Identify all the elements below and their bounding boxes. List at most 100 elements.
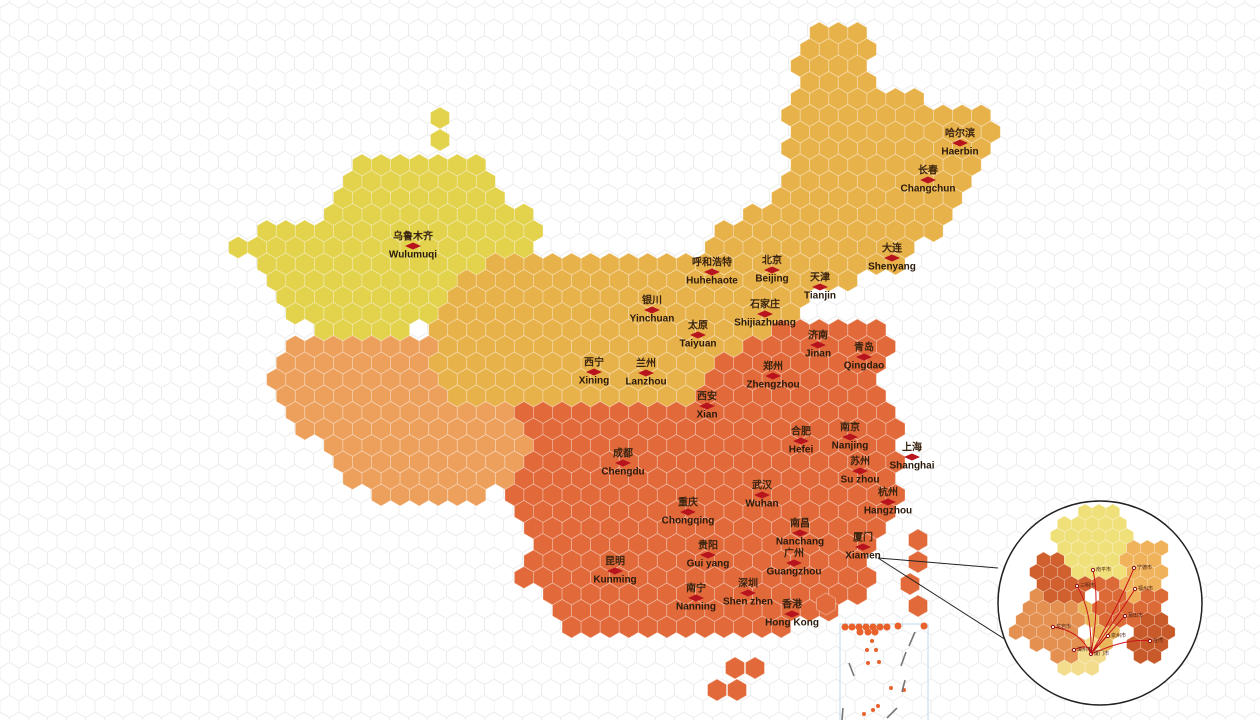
city-marker-changchun[interactable]: 长春 Changchun	[901, 166, 956, 195]
city-marker-taiyuan[interactable]: 太原 Taiyuan	[679, 321, 716, 350]
city-name-en: Su zhou	[840, 474, 880, 486]
inset-city-label: 福州市	[1138, 586, 1154, 592]
city-marker-hangzhou[interactable]: 杭州 Hangzhou	[864, 488, 912, 517]
city-name-en: Jinan	[804, 348, 832, 360]
city-marker-chongqing[interactable]: 重庆 Chongqing	[662, 498, 715, 527]
diamond-marker-icon	[810, 341, 826, 349]
city-marker-nanchang[interactable]: 南昌 Nanchang	[776, 519, 824, 548]
city-marker-chengdu[interactable]: 成都 Chengdu	[601, 449, 644, 478]
small-chart-dot	[871, 628, 879, 636]
city-name-zh: 苏州	[849, 456, 870, 468]
hex-south	[771, 615, 792, 639]
diamond-marker-icon	[851, 467, 868, 475]
city-marker-guangzhou[interactable]: 广州 Guangzhou	[767, 549, 822, 578]
inset-hex	[1084, 659, 1100, 677]
city-name-zh: 银川	[641, 295, 662, 307]
city-name-en: Chengdu	[601, 466, 645, 478]
diamond-marker-icon	[606, 567, 623, 575]
inset-city-label: 台湾	[1153, 638, 1164, 644]
inset-route-line	[1090, 569, 1097, 655]
inset-route-line	[1076, 585, 1092, 655]
city-name-zh: 兰州	[635, 358, 656, 370]
inset-city-label: 莆田市	[1128, 613, 1144, 619]
diamond-marker-icon	[841, 433, 858, 441]
inset-city-dot	[1132, 586, 1138, 592]
small-chart-dot	[870, 639, 874, 643]
diamond-marker-icon	[951, 139, 968, 147]
city-marker-nanning[interactable]: 南宁 Nanning	[676, 584, 716, 613]
small-chart-dash	[908, 631, 916, 647]
city-marker-shenyang[interactable]: 大连 Shenyang	[868, 244, 916, 273]
inset-city-label: 南平市	[1096, 567, 1112, 573]
city-marker-shijiazhuang[interactable]: 石家庄 Shijiazhuang	[734, 300, 796, 329]
city-marker-jinan[interactable]: 济南 Jinan	[805, 331, 831, 360]
city-marker-yinchuan[interactable]: 银川 Yinchuan	[630, 296, 675, 325]
city-marker-shanghai[interactable]: 上海 Shanghai	[889, 443, 934, 472]
city-name-zh: 长春	[918, 165, 938, 177]
city-marker-xian[interactable]: 西安 Xian	[696, 392, 717, 421]
diamond-marker-icon	[854, 543, 871, 551]
fujian-inset	[997, 500, 1203, 706]
hex-north	[837, 269, 858, 292]
diamond-marker-icon	[699, 551, 716, 559]
city-marker-huhehaote[interactable]: 呼和浩特 Huhehaote	[686, 258, 738, 287]
city-marker-beijing[interactable]: 北京 Beijing	[755, 256, 788, 285]
city-name-zh: 西宁	[584, 357, 604, 369]
city-name-zh: 呼和浩特	[691, 257, 732, 269]
city-marker-hong-kong[interactable]: 香港 Hong Kong	[765, 600, 819, 629]
city-name-en: Hefei	[788, 444, 814, 456]
city-marker-wulumuqi[interactable]: 乌鲁木齐 Wulumuqi	[389, 232, 437, 261]
city-name-zh: 成都	[612, 448, 633, 460]
city-marker-su-zhou[interactable]: 苏州 Su zhou	[841, 457, 880, 486]
diamond-marker-icon	[879, 498, 896, 506]
city-name-en: Shen zhen	[722, 596, 774, 608]
diamond-marker-icon	[784, 610, 800, 618]
city-name-zh: 石家庄	[749, 299, 780, 311]
inset-route-line	[1090, 639, 1151, 655]
city-name-en: Kunming	[593, 574, 637, 586]
city-name-en: Shijiazhuang	[734, 317, 796, 329]
city-marker-tianjin[interactable]: 天津 Tianjin	[804, 273, 836, 302]
inset-city-label: 三明市	[1080, 583, 1096, 589]
city-marker-zhengzhou[interactable]: 郑州 Zhengzhou	[746, 362, 799, 391]
diamond-marker-icon	[756, 310, 773, 318]
city-marker-hefei[interactable]: 合肥 Hefei	[789, 427, 813, 456]
small-chart-dot	[871, 708, 875, 712]
hex-north	[923, 219, 944, 243]
small-chart-dot	[848, 623, 856, 631]
city-name-en: Tianjin	[803, 290, 837, 302]
small-chart-dot	[883, 623, 891, 631]
city-marker-xiamen[interactable]: 厦门 Xiamen	[845, 533, 881, 562]
small-chart-dot	[866, 661, 870, 665]
city-marker-xining[interactable]: 西宁 Xining	[579, 358, 610, 387]
city-marker-nanjing[interactable]: 南京 Nanjing	[832, 423, 869, 452]
small-chart-dot	[889, 686, 893, 690]
inset-city-dot	[1131, 565, 1137, 571]
hex-south	[847, 582, 868, 606]
city-name-zh: 深圳	[737, 578, 758, 590]
inset-city-label: 漳州市	[1077, 647, 1093, 653]
city-marker-shen-zhen[interactable]: 深圳 Shen zhen	[723, 579, 773, 608]
city-marker-haerbin[interactable]: 哈尔滨 Haerbin	[941, 129, 978, 158]
city-name-en: Gui yang	[686, 558, 730, 570]
diamond-marker-icon	[688, 594, 704, 602]
city-marker-qingdao[interactable]: 青岛 Qingdao	[844, 343, 885, 372]
small-chart-box	[839, 622, 929, 720]
diamond-marker-icon	[786, 559, 802, 567]
city-name-zh: 郑州	[762, 361, 783, 373]
hex-xinjiang-island	[430, 106, 450, 130]
city-name-zh: 武汉	[752, 480, 772, 492]
small-chart-dash	[901, 679, 906, 693]
city-marker-kunming[interactable]: 昆明 Kunming	[593, 557, 636, 586]
city-name-en: Shenyang	[868, 261, 916, 273]
city-marker-gui-yang[interactable]: 贵阳 Gui yang	[687, 541, 730, 570]
city-name-en: Chongqing	[661, 515, 715, 527]
city-name-zh: 北京	[762, 255, 782, 267]
small-chart-dot	[876, 704, 880, 708]
city-name-en: Lanzhou	[625, 376, 667, 388]
small-chart-dot	[864, 628, 872, 636]
diamond-marker-icon	[764, 266, 780, 274]
city-marker-lanzhou[interactable]: 兰州 Lanzhou	[625, 359, 666, 388]
hex-south-island	[900, 572, 920, 596]
city-marker-wuhan[interactable]: 武汉 Wuhan	[745, 481, 778, 510]
